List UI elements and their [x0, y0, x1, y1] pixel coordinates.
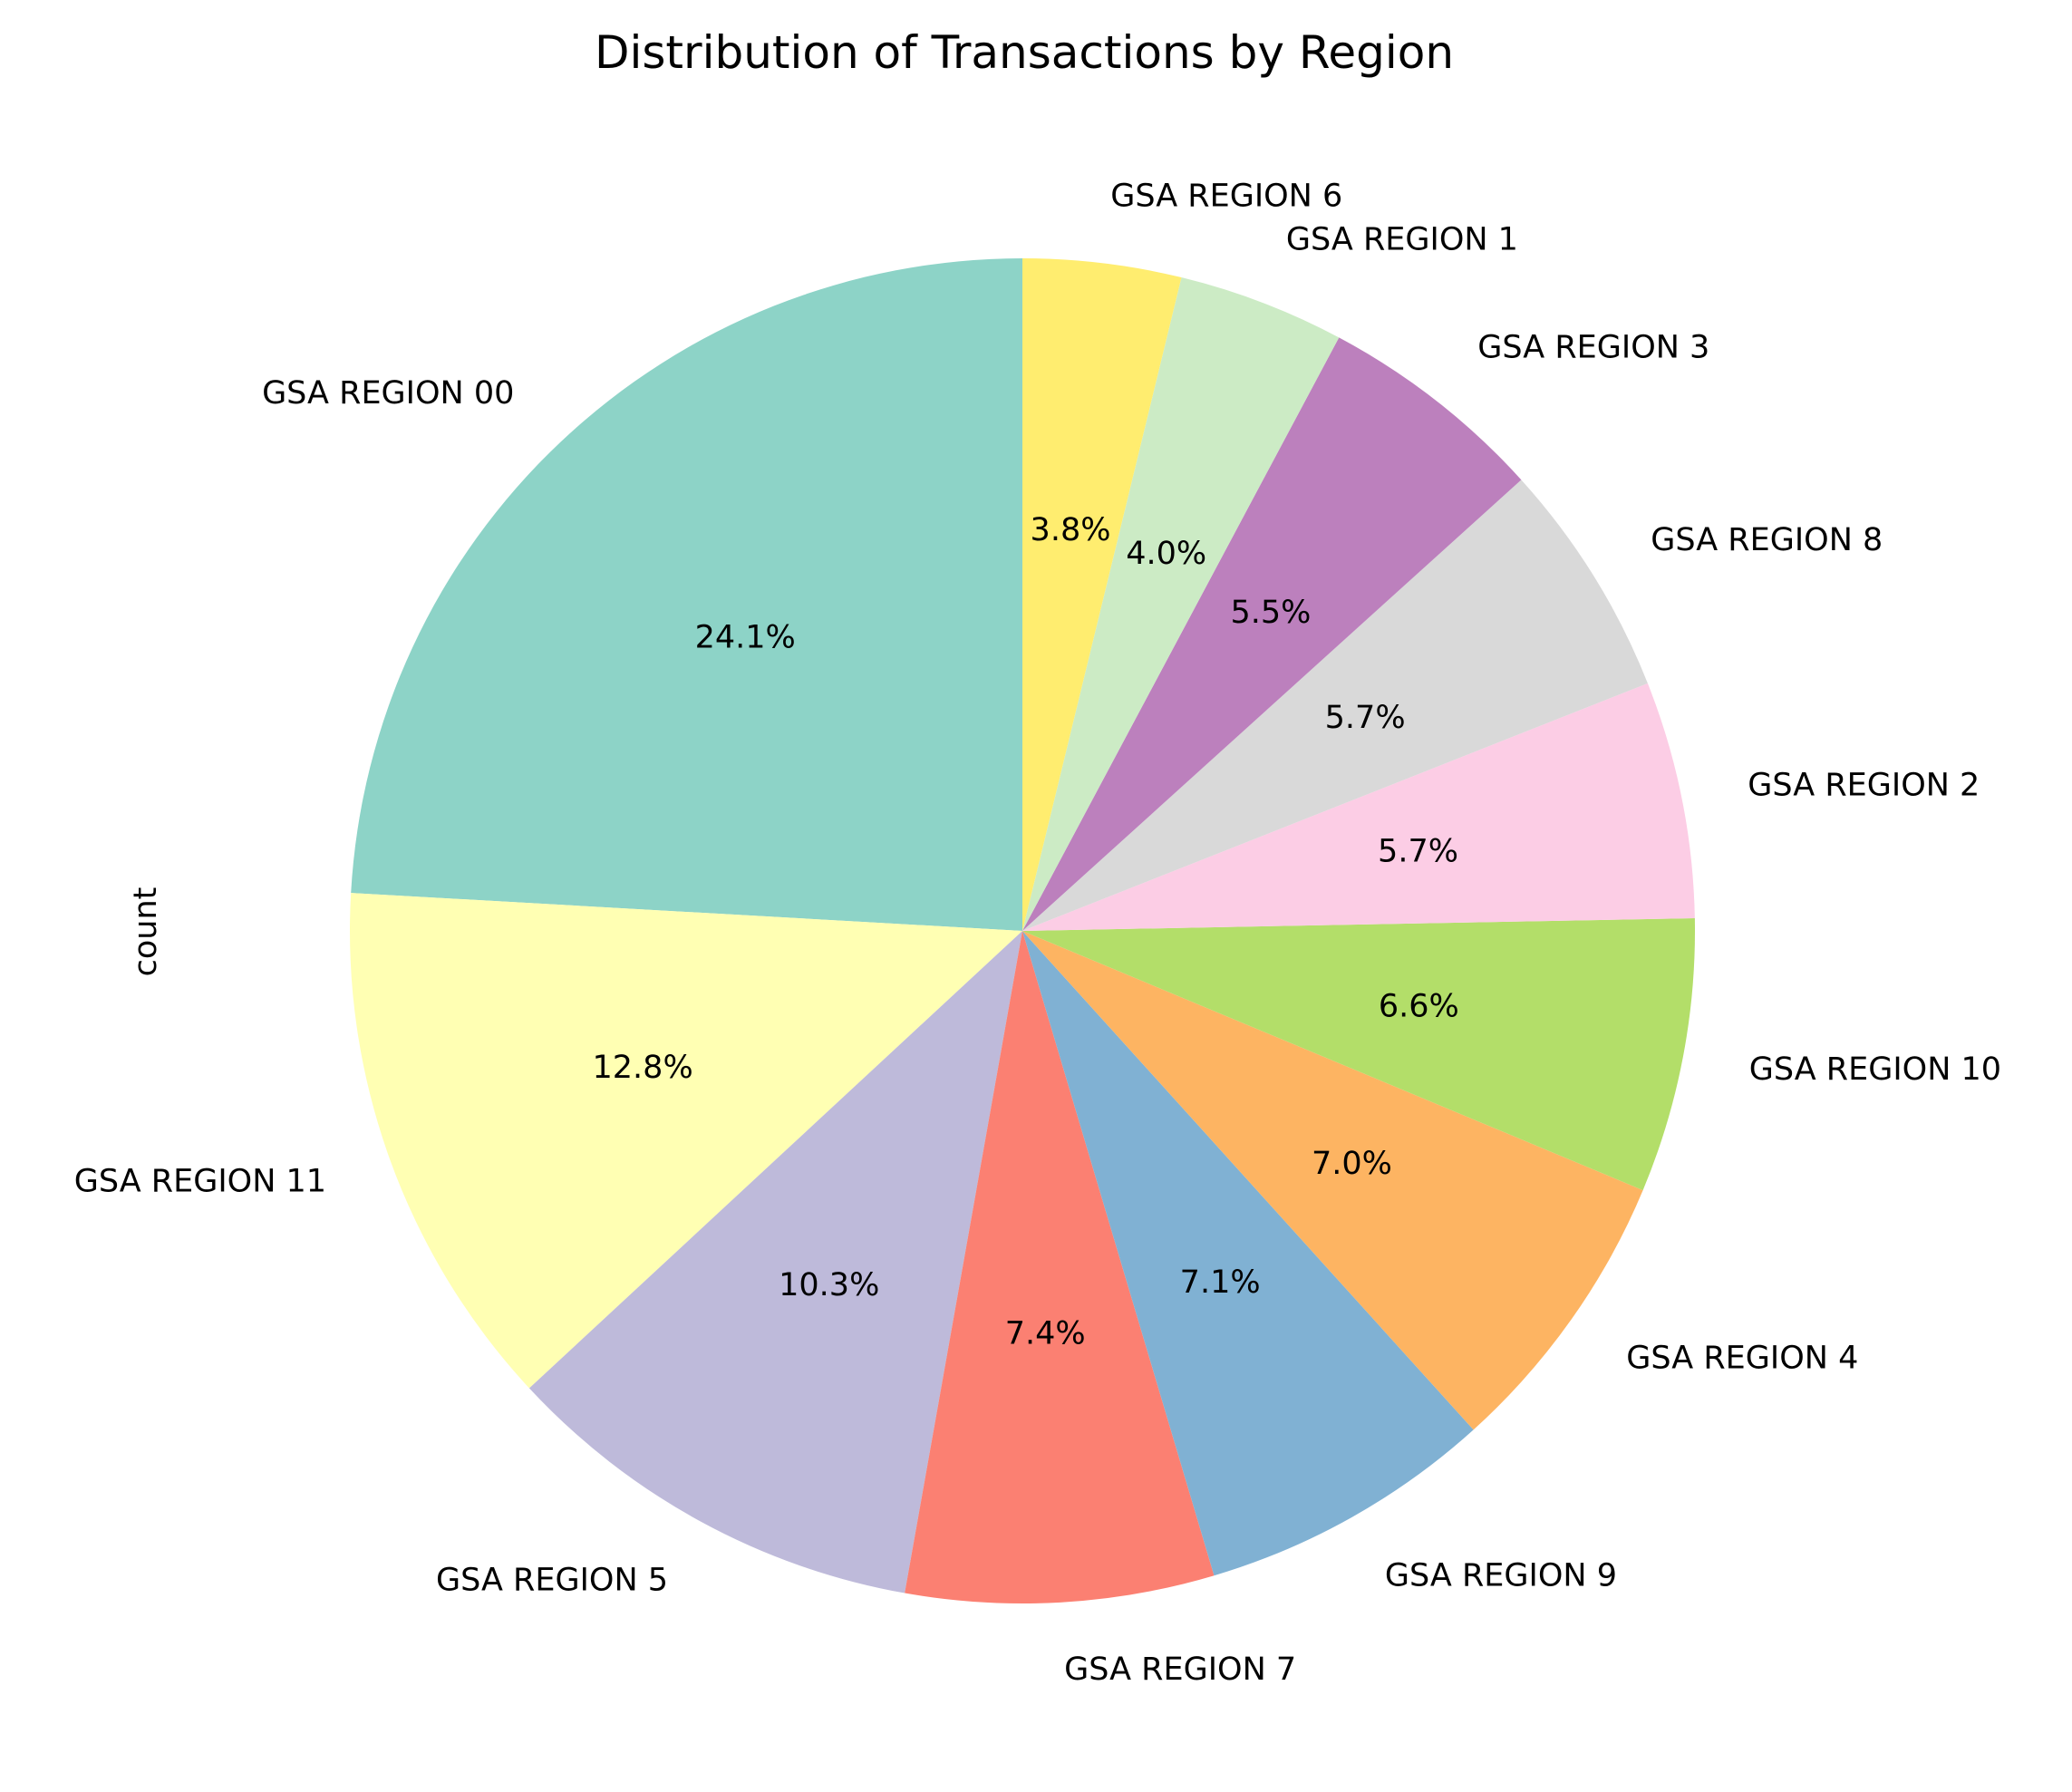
category-label-gsa-region-7: GSA REGION 7 — [1064, 1652, 1296, 1688]
pie-slice-gsa-region-1 — [1022, 277, 1340, 931]
percent-label-gsa-region-4: 7.0% — [1312, 1146, 1392, 1182]
percent-label-gsa-region-11: 12.8% — [593, 1050, 693, 1086]
percent-label-gsa-region-8: 5.7% — [1325, 700, 1406, 736]
percent-label-gsa-region-1: 4.0% — [1126, 536, 1206, 572]
pie-slice-gsa-region-2 — [1022, 683, 1695, 931]
category-label-gsa-region-8: GSA REGION 8 — [1651, 522, 1883, 558]
category-label-gsa-region-3: GSA REGION 3 — [1477, 330, 1709, 366]
percent-label-gsa-region-2: 5.7% — [1378, 833, 1458, 869]
percent-labels: 24.1% 12.8% 10.3% 7.4% 7.1% 7.0% 6.6% 5.7% 5.7% 5… — [593, 512, 1459, 1352]
pie-slice-gsa-region-7 — [905, 931, 1215, 1603]
category-label-gsa-region-00: GSA REGION 00 — [262, 375, 514, 412]
percent-label-gsa-region-5: 10.3% — [779, 1267, 879, 1303]
category-label-gsa-region-4: GSA REGION 4 — [1626, 1340, 1858, 1376]
y-axis-label: count — [128, 887, 164, 977]
pie-slice-gsa-region-4 — [1022, 931, 1643, 1430]
category-label-gsa-region-6: GSA REGION 6 — [1110, 179, 1342, 215]
percent-label-gsa-region-00: 24.1% — [695, 619, 796, 655]
pie-slice-gsa-region-3 — [1022, 337, 1522, 931]
pie-slice-gsa-region-9 — [1022, 931, 1474, 1576]
category-labels: GSA REGION 00 GSA REGION 11 GSA REGION 5 GS… — [74, 179, 2001, 1688]
category-label-gsa-region-9: GSA REGION 9 — [1385, 1558, 1617, 1594]
percent-label-gsa-region-10: 6.6% — [1379, 988, 1459, 1024]
pie-slice-gsa-region-6 — [1022, 258, 1182, 931]
percent-label-gsa-region-3: 5.5% — [1231, 595, 1312, 631]
category-label-gsa-region-2: GSA REGION 2 — [1748, 768, 1980, 804]
pie-slice-gsa-region-11 — [349, 893, 1022, 1389]
percent-label-gsa-region-7: 7.4% — [1005, 1315, 1086, 1351]
pie-slice-gsa-region-5 — [528, 931, 1022, 1593]
category-label-gsa-region-5: GSA REGION 5 — [436, 1562, 668, 1598]
pie-slices — [349, 258, 1695, 1603]
chart-title: Distribution of Transactions by Region — [595, 26, 1454, 79]
pie-slice-gsa-region-10 — [1022, 918, 1695, 1191]
pie-slice-gsa-region-00 — [351, 258, 1022, 931]
category-label-gsa-region-10: GSA REGION 10 — [1749, 1051, 2001, 1088]
category-label-gsa-region-11: GSA REGION 11 — [74, 1163, 326, 1199]
pie-slice-gsa-region-8 — [1022, 479, 1648, 931]
percent-label-gsa-region-6: 3.8% — [1031, 512, 1111, 548]
percent-label-gsa-region-9: 7.1% — [1180, 1264, 1261, 1301]
category-label-gsa-region-1: GSA REGION 1 — [1286, 221, 1518, 257]
